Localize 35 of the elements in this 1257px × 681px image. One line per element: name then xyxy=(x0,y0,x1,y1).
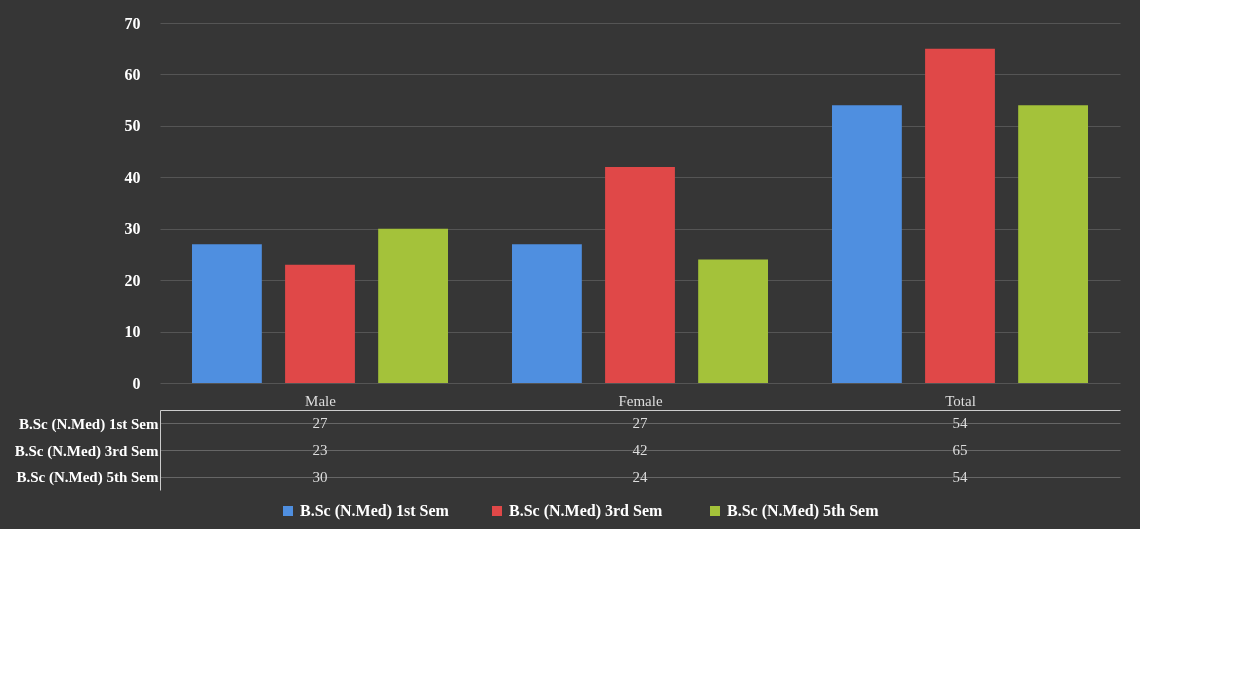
bar xyxy=(285,264,355,383)
y-tick-label: 20 xyxy=(124,271,141,289)
data-label: 54 xyxy=(952,468,968,485)
data-label: 42 xyxy=(632,442,648,458)
x-tick-label: Female xyxy=(618,392,663,409)
x-tick-label: Male xyxy=(305,392,337,409)
data-label: 27 xyxy=(632,415,648,432)
y-tick-label: 50 xyxy=(124,117,141,135)
text: B.Sc (N.Med) 1st Sem xyxy=(18,415,159,432)
data-label: 27 xyxy=(312,415,328,432)
bar xyxy=(192,244,262,383)
y-tick-label: 10 xyxy=(124,323,141,341)
bar xyxy=(512,244,582,383)
legend-label: B.Sc (N.Med) 1st Sem xyxy=(300,502,450,520)
bar xyxy=(378,228,448,383)
data-label: 24 xyxy=(632,468,648,485)
y-tick-label: 30 xyxy=(124,220,141,238)
y-tick-label: 40 xyxy=(124,168,141,186)
bar xyxy=(832,105,902,383)
bar xyxy=(925,48,995,383)
bar xyxy=(1018,105,1088,383)
data-label: 54 xyxy=(952,415,968,432)
y-tick-label: 60 xyxy=(124,65,141,83)
legend-label: B.Sc (N.Med) 3rd Sem xyxy=(509,502,663,520)
text: B.Sc (N.Med) 5th Sem xyxy=(16,469,159,486)
data-label: 23 xyxy=(312,442,328,458)
bar xyxy=(698,259,768,383)
x-tick-label: Total xyxy=(945,392,976,409)
text: B.Sc (N.Med) 3rd Sem xyxy=(14,442,159,459)
y-tick-label: 0 xyxy=(132,374,141,392)
y-tick-label: 70 xyxy=(124,14,141,32)
legend-label: B.Sc (N.Med) 5th Sem xyxy=(727,502,880,520)
data-label: 30 xyxy=(312,468,328,485)
data-label: 65 xyxy=(952,442,968,458)
bar xyxy=(605,167,675,383)
